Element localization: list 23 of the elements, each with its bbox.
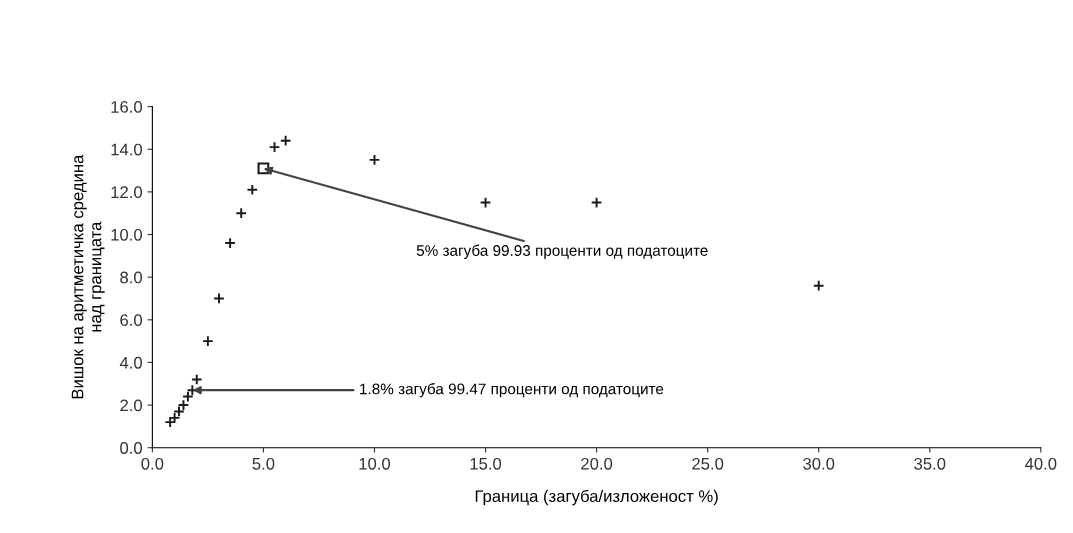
x-tick-label: 35.0 [914, 457, 946, 470]
y-tick-label: 8.0 [120, 271, 142, 284]
y-tick-label: 2.0 [120, 399, 142, 412]
x-tick-label: 0.0 [141, 457, 164, 470]
y-tick-label: 12.0 [111, 186, 142, 199]
y-tick-label: 14.0 [111, 143, 142, 156]
x-tick-label: 20.0 [581, 457, 613, 470]
x-tick-label: 15.0 [470, 457, 502, 470]
x-tick-label: 5.0 [252, 457, 275, 470]
y-axis-title: Вишок на аритметичка средина над границата [71, 154, 105, 399]
y-tick-label: 4.0 [119, 356, 142, 369]
y-tick-label: 6.0 [120, 314, 142, 326]
x-tick-label: 30.0 [803, 457, 835, 470]
x-tick-label: 40.0 [1024, 457, 1057, 470]
x-tick-label: 25.0 [692, 457, 724, 470]
point [257, 162, 270, 175]
x-axis-title: Граница (загуба/изложеност %) [475, 489, 718, 506]
annotation: 1.8% загуба 99.47 проценти од податоците [360, 382, 664, 398]
y-tick-label: 0.0 [120, 442, 142, 454]
y-tick-label: 16.0 [111, 101, 142, 113]
x-tick-label: 10.0 [359, 457, 391, 470]
annotation: 5% загуба 99.93 проценти од податоците [416, 244, 708, 259]
y-tick-label: 10.0 [111, 228, 142, 241]
